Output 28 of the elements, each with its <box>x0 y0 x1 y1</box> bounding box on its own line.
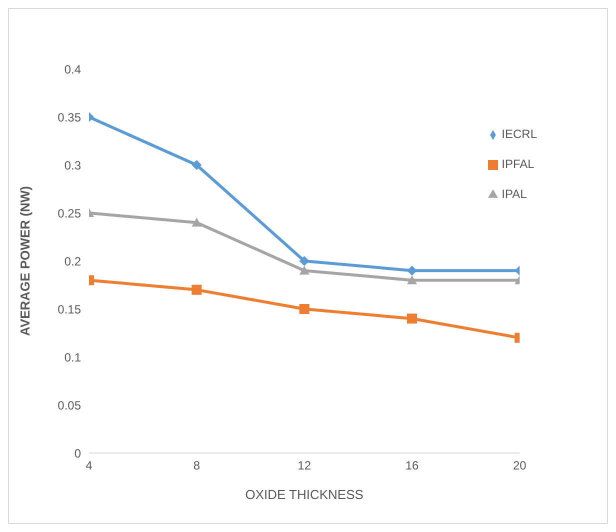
y-tick-label: 0.2 <box>64 254 82 268</box>
y-tick-label: 0.15 <box>58 302 82 316</box>
legend-label: IPAL <box>502 187 527 201</box>
x-tick-label: 12 <box>298 458 312 473</box>
point <box>406 275 417 284</box>
legend-label: IPFAL <box>502 157 534 171</box>
y-tick-label: 0.4 <box>64 62 82 76</box>
point <box>299 304 310 314</box>
point <box>406 314 417 324</box>
y-tick-label: 0 <box>74 446 82 460</box>
point <box>299 266 310 275</box>
point <box>192 284 202 295</box>
x-tick-label: 20 <box>512 458 527 473</box>
x-tick-label: 16 <box>405 458 419 473</box>
point <box>192 160 202 170</box>
point <box>299 256 310 266</box>
y-axis-title: AVERAGE POWER (NW) <box>18 186 33 336</box>
y-tick-label: 0.1 <box>64 350 82 364</box>
point <box>192 218 202 227</box>
point <box>406 266 417 276</box>
y-tick-label: 0.35 <box>58 110 82 124</box>
y-tick-label: 0.05 <box>58 398 82 412</box>
x-tick-label: 8 <box>193 458 200 473</box>
y-tick-label: 0.25 <box>58 206 82 220</box>
legend-label: IECRL <box>502 127 537 141</box>
x-tick-label: 4 <box>86 458 93 473</box>
x-axis-title: OXIDE THICKNESS <box>245 487 364 502</box>
y-tick-label: 0.3 <box>64 158 82 172</box>
